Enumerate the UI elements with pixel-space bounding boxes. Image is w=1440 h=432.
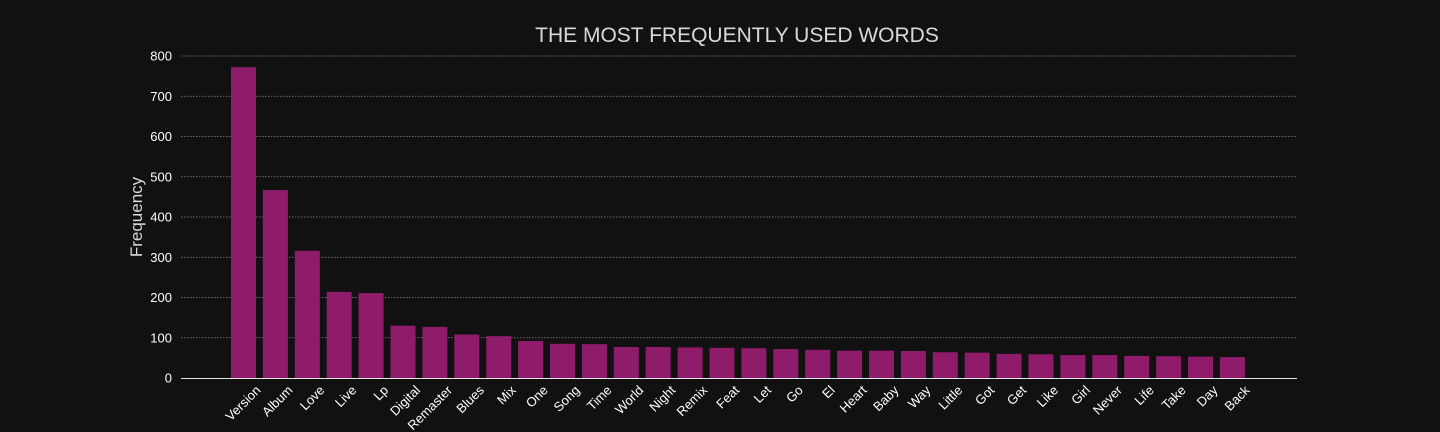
x-tick-label: El (819, 382, 838, 401)
bar-little (932, 352, 958, 378)
bar-back (1219, 357, 1245, 378)
bar-blues (454, 334, 480, 378)
bar-remix (677, 347, 703, 378)
x-tick-label: Way (905, 382, 934, 411)
x-tick-label: Back (1221, 382, 1252, 413)
bar-day (1188, 356, 1213, 378)
y-tick-label: 200 (150, 290, 172, 305)
x-tick-label: Girl (1068, 382, 1093, 407)
x-tick-label: Go (783, 383, 806, 406)
x-tick-label: One (523, 383, 551, 411)
bar-lp (358, 293, 384, 378)
x-tick-label: Let (751, 382, 775, 406)
bar-girl (1060, 355, 1086, 378)
x-tick-label: Day (1194, 382, 1221, 409)
x-tick-label: Take (1159, 383, 1189, 413)
bar-heart (837, 350, 863, 378)
bar-digital (390, 325, 416, 378)
bar-take (1156, 356, 1182, 378)
bar-el (805, 349, 831, 378)
bar-love (294, 250, 320, 378)
x-tick-label: Little (935, 383, 965, 413)
bar-go (773, 349, 799, 378)
x-tick-label: Baby (870, 382, 902, 414)
y-tick-label: 700 (150, 89, 172, 104)
bar-album (262, 190, 288, 378)
y-axis-ticks: 0 100 200 300 400 500 600 700 800 (150, 49, 172, 386)
x-tick-label: Life (1131, 383, 1156, 408)
bar-night (645, 347, 671, 378)
bar-feat (709, 347, 735, 378)
x-tick-label: Feat (713, 382, 742, 411)
x-tick-label: Blues (453, 382, 487, 416)
x-tick-label: Love (297, 383, 328, 414)
bar-let (741, 348, 767, 378)
x-tick-label: Version (222, 383, 263, 424)
x-tick-label: Time (584, 383, 615, 414)
y-tick-label: 600 (150, 129, 172, 144)
bar-never (1092, 355, 1118, 378)
x-tick-label: Like (1034, 383, 1061, 410)
bar-song (550, 343, 575, 378)
x-tick-label: Mix (494, 382, 519, 407)
bar-world (613, 347, 639, 378)
bar-mix (486, 336, 512, 378)
x-tick-label: Album (259, 383, 296, 420)
y-tick-label: 0 (165, 371, 172, 386)
y-tick-label: 800 (150, 49, 172, 64)
bar-like (1028, 354, 1054, 378)
y-axis-label: Frequency (127, 176, 146, 257)
x-tick-label: Lp (370, 383, 391, 404)
y-tick-label: 500 (150, 169, 172, 184)
bar-baby (869, 350, 894, 378)
bar-live (326, 291, 352, 378)
bar-way (900, 351, 926, 378)
x-tick-label: Live (332, 383, 359, 410)
bar-get (996, 353, 1022, 378)
y-tick-label: 300 (150, 250, 172, 265)
x-tick-label: Song (551, 383, 583, 415)
x-tick-label: Got (972, 382, 998, 408)
x-tick-label: Get (1004, 382, 1030, 408)
x-tick-label: Heart (837, 382, 870, 415)
x-tick-label: Remix (674, 382, 711, 419)
bars (231, 67, 1245, 379)
bar-version (231, 67, 256, 379)
bar-remaster (422, 326, 448, 378)
bar-got (964, 352, 990, 378)
x-tick-label: World (612, 383, 646, 417)
x-tick-label: Never (1090, 382, 1126, 418)
y-tick-label: 100 (150, 330, 172, 345)
bar-one (518, 340, 544, 378)
bar-time (581, 344, 607, 378)
bar-life (1124, 355, 1150, 378)
y-tick-label: 400 (150, 210, 172, 225)
chart-title: THE MOST FREQUENTLY USED WORDS (535, 24, 939, 47)
